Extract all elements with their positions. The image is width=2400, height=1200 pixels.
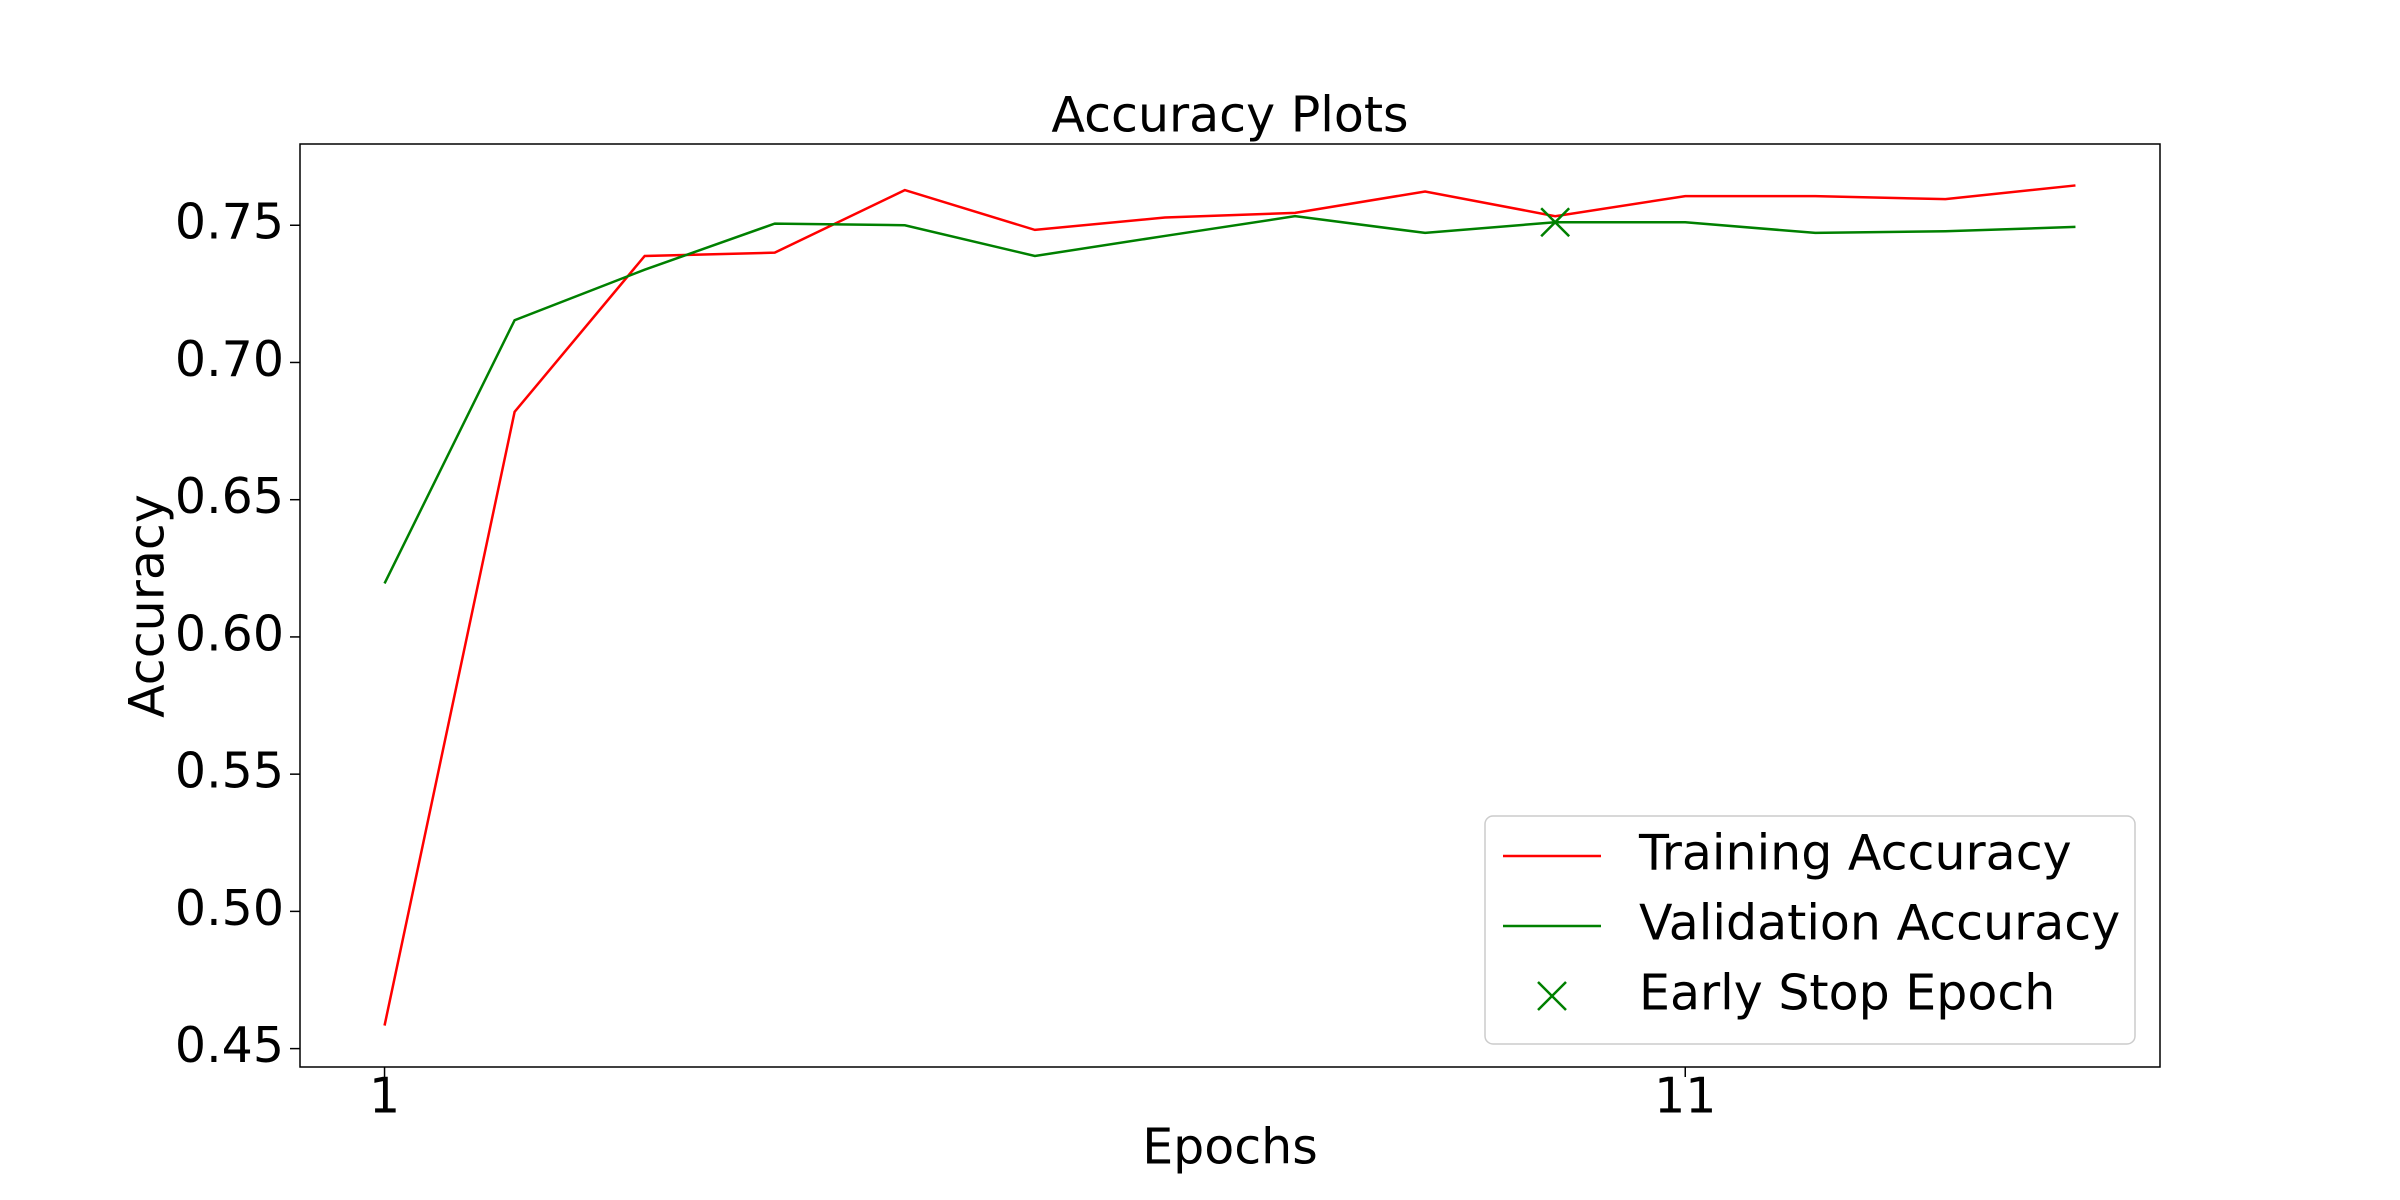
y-tick-label: 0.65: [175, 468, 284, 525]
x-tick-label: 1: [369, 1068, 400, 1125]
y-tick-label: 0.50: [175, 880, 284, 937]
y-tick-label: 0.45: [175, 1017, 284, 1074]
legend-label: Early Stop Epoch: [1639, 965, 2055, 1022]
y-tick-label: 0.75: [175, 194, 284, 251]
legend-box: [1484, 815, 2136, 1045]
y-tick-label: 0.55: [175, 743, 284, 800]
plot-frame: [299, 143, 2161, 1068]
y-axis-label: Accuracy: [119, 494, 176, 718]
y-tick-label: 0.60: [175, 605, 284, 662]
x-axis-label: Epochs: [1142, 1119, 1318, 1176]
series-line: [383, 214, 2076, 584]
series-line: [383, 184, 2076, 1026]
chart-title: Accuracy Plots: [1051, 87, 1408, 144]
early-stop-marker: [1540, 207, 1571, 238]
legend-label: Training Accuracy: [1638, 825, 2072, 882]
legend-label: Validation Accuracy: [1639, 895, 2120, 952]
legend-swatch: [1537, 981, 1567, 1011]
y-tick-label: 0.70: [175, 331, 284, 388]
x-tick-label: 11: [1654, 1068, 1716, 1125]
